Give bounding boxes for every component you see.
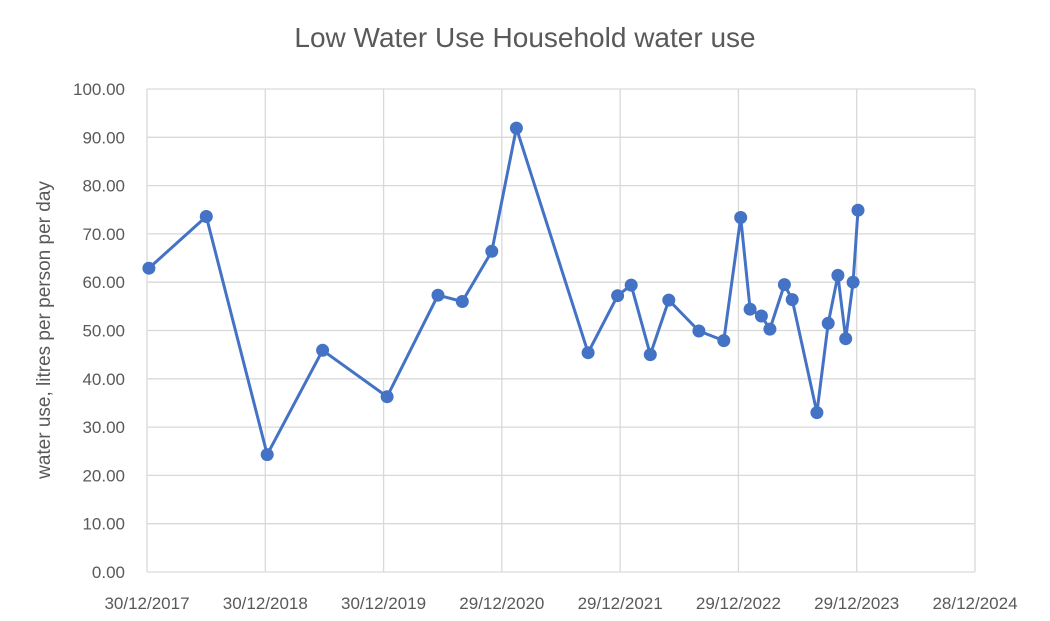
data-point: [380, 390, 394, 404]
y-tick-label: 90.00: [82, 128, 125, 147]
x-tick-label: 30/12/2018: [223, 594, 308, 613]
data-point: [763, 322, 777, 336]
gridlines: [146, 88, 976, 573]
data-point: [624, 278, 638, 292]
data-point: [831, 268, 845, 282]
data-point: [754, 309, 768, 323]
data-point: [785, 293, 799, 307]
data-point: [734, 211, 748, 224]
data-point: [810, 406, 824, 420]
y-tick-label: 80.00: [82, 177, 125, 196]
y-tick-label: 20.00: [82, 466, 125, 485]
data-point: [581, 346, 595, 360]
data-point: [777, 278, 791, 292]
data-point: [611, 289, 625, 303]
data-point: [260, 448, 274, 462]
y-tick-label: 10.00: [82, 515, 125, 534]
x-axis-ticks: 30/12/2017 30/12/2018 30/12/2019 29/12/2020…: [104, 594, 1017, 613]
x-tick-label: 29/12/2023: [814, 594, 899, 613]
data-point: [717, 334, 731, 348]
x-tick-label: 29/12/2021: [578, 594, 663, 613]
y-tick-label: 100.00: [73, 80, 125, 99]
y-tick-label: 40.00: [82, 370, 125, 389]
y-tick-label: 30.00: [82, 418, 125, 437]
data-point: [142, 261, 156, 275]
data-point: [839, 332, 853, 346]
chart-title: Low Water Use Household water use: [294, 22, 755, 53]
data-point: [431, 288, 445, 302]
data-series: [142, 121, 865, 462]
data-point: [743, 302, 757, 316]
data-point: [643, 348, 657, 362]
data-point: [662, 293, 676, 307]
x-tick-label: 30/12/2017: [104, 594, 189, 613]
series-line: [147, 126, 860, 457]
y-tick-label: 60.00: [82, 273, 125, 292]
y-axis-label: water use, litres per person per day: [34, 181, 55, 480]
data-point: [851, 203, 865, 217]
x-tick-label: 28/12/2024: [932, 594, 1017, 613]
y-tick-label: 70.00: [82, 225, 125, 244]
data-point: [509, 121, 523, 135]
data-point: [316, 343, 330, 357]
data-point: [455, 295, 469, 308]
y-tick-label: 50.00: [82, 322, 125, 341]
y-axis-ticks: 0.00 10.00 20.00 30.00 40.00 50.00 60.00 70.00 8…: [73, 80, 125, 582]
x-tick-label: 29/12/2022: [696, 594, 781, 613]
data-point: [485, 244, 499, 258]
data-point: [821, 316, 835, 330]
x-tick-label: 30/12/2019: [341, 594, 426, 613]
x-tick-label: 29/12/2020: [459, 594, 544, 613]
data-point: [846, 275, 860, 289]
data-point: [199, 210, 213, 223]
data-point: [692, 324, 706, 338]
y-tick-label: 0.00: [92, 563, 125, 582]
